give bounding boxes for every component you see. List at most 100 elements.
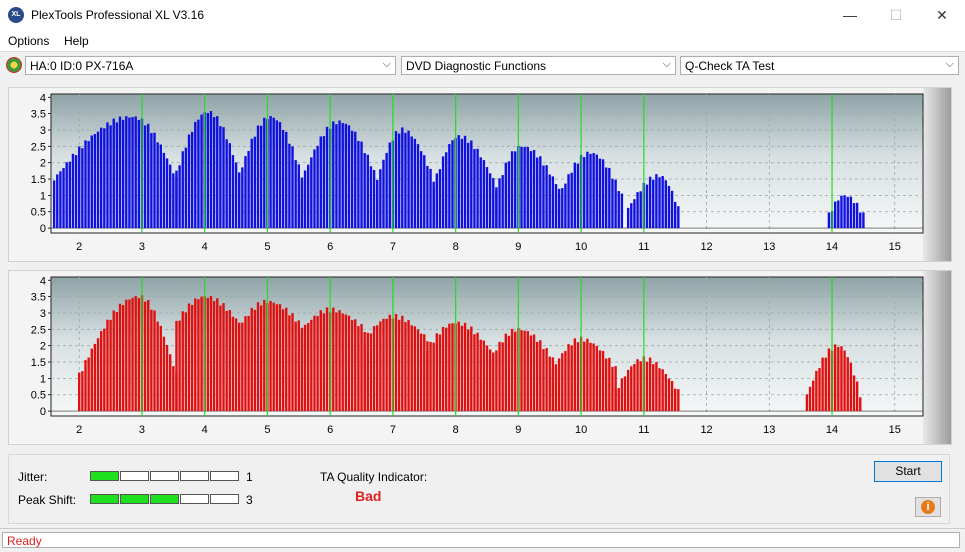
data-bar [385,152,388,229]
data-bar [589,153,592,229]
data-bar [824,357,827,412]
data-bar [128,299,131,412]
data-bar [303,324,307,412]
data-bar [592,153,595,229]
data-bar [197,119,200,229]
data-bar [219,305,222,412]
data-bar [429,168,432,229]
data-bar [234,162,238,229]
data-bar [253,136,257,229]
data-bar [81,148,84,229]
function-select[interactable]: DVD Diagnostic Functions ⌵ [401,56,676,75]
close-button[interactable]: ✕ [936,7,948,23]
data-bar [633,199,636,229]
data-bar [228,310,231,412]
data-bar [611,367,614,412]
data-bar [376,325,379,412]
data-bar [460,325,464,412]
data-bar [388,142,391,229]
data-bar [451,323,454,412]
data-bar [401,127,404,229]
data-bar [617,388,620,412]
data-bar [501,175,504,229]
data-bar [532,149,536,229]
menu-help[interactable]: Help [64,34,89,48]
data-bar [645,361,649,412]
data-bar [225,139,228,229]
data-bar [187,134,191,229]
data-bar [441,326,445,412]
data-bar [601,350,605,412]
data-bar [457,135,460,229]
data-bar [815,370,818,412]
data-bar [529,151,533,229]
data-bar [554,364,558,412]
data-bar [677,389,680,412]
data-bar [485,167,489,229]
data-bar [118,303,122,412]
window-title: PlexTools Professional XL V3.16 [31,8,204,22]
data-bar [435,173,439,229]
data-bar [626,369,630,412]
data-bar [87,357,90,412]
start-button[interactable]: Start [874,461,942,482]
data-bar [281,129,285,229]
data-bar [106,319,109,412]
data-bar [172,173,175,229]
data-bar [407,320,410,412]
data-bar [241,167,244,229]
data-bar [212,301,216,412]
test-select[interactable]: Q-Check TA Test ⌵ [680,56,959,75]
data-bar [470,326,473,412]
chevron-down-icon: ⌵ [662,58,671,70]
data-bar [523,330,526,412]
info-button[interactable]: i [915,497,941,517]
meter-segment [90,494,119,504]
data-bar [589,342,592,412]
data-bar [636,192,639,229]
data-bar [648,176,652,229]
maximize-button[interactable]: ☐ [889,7,903,23]
minimize-button[interactable]: — [843,7,857,23]
data-bar [382,318,385,412]
data-bar [495,190,498,229]
data-bar [510,328,514,412]
data-bar [410,136,413,229]
y-tick-label: 3 [40,125,46,137]
data-bar [275,120,279,229]
y-tick-label: 0.5 [31,390,46,402]
data-bar [281,309,285,412]
data-bar [143,125,147,229]
data-bar [608,167,611,229]
disc-icon [6,57,22,73]
data-bar [194,298,197,412]
y-tick-label: 2 [40,158,46,170]
data-bar [366,332,370,412]
data-bar [479,339,482,412]
data-bar [165,158,169,229]
y-tick-label: 1.5 [31,174,46,186]
data-bar [557,358,561,412]
drive-select[interactable]: HA:0 ID:0 PX-716A ⌵ [25,56,396,75]
data-bar [168,354,172,412]
data-bar [325,126,329,229]
data-bar [604,167,608,229]
data-bar [247,151,250,229]
data-bar [397,319,401,412]
data-bar [614,366,617,412]
data-bar [209,111,213,229]
data-bar [297,164,300,229]
data-bar [583,341,586,412]
data-bar [322,136,326,229]
data-bar [397,133,401,229]
data-bar [350,130,354,229]
data-bar [307,323,310,412]
data-bar [175,170,178,229]
data-bar [652,179,655,229]
data-bar [256,125,260,229]
data-bar [269,116,272,229]
menu-options[interactable]: Options [8,34,50,48]
data-bar [840,346,843,412]
data-bar [570,172,573,229]
data-bar [159,144,162,229]
